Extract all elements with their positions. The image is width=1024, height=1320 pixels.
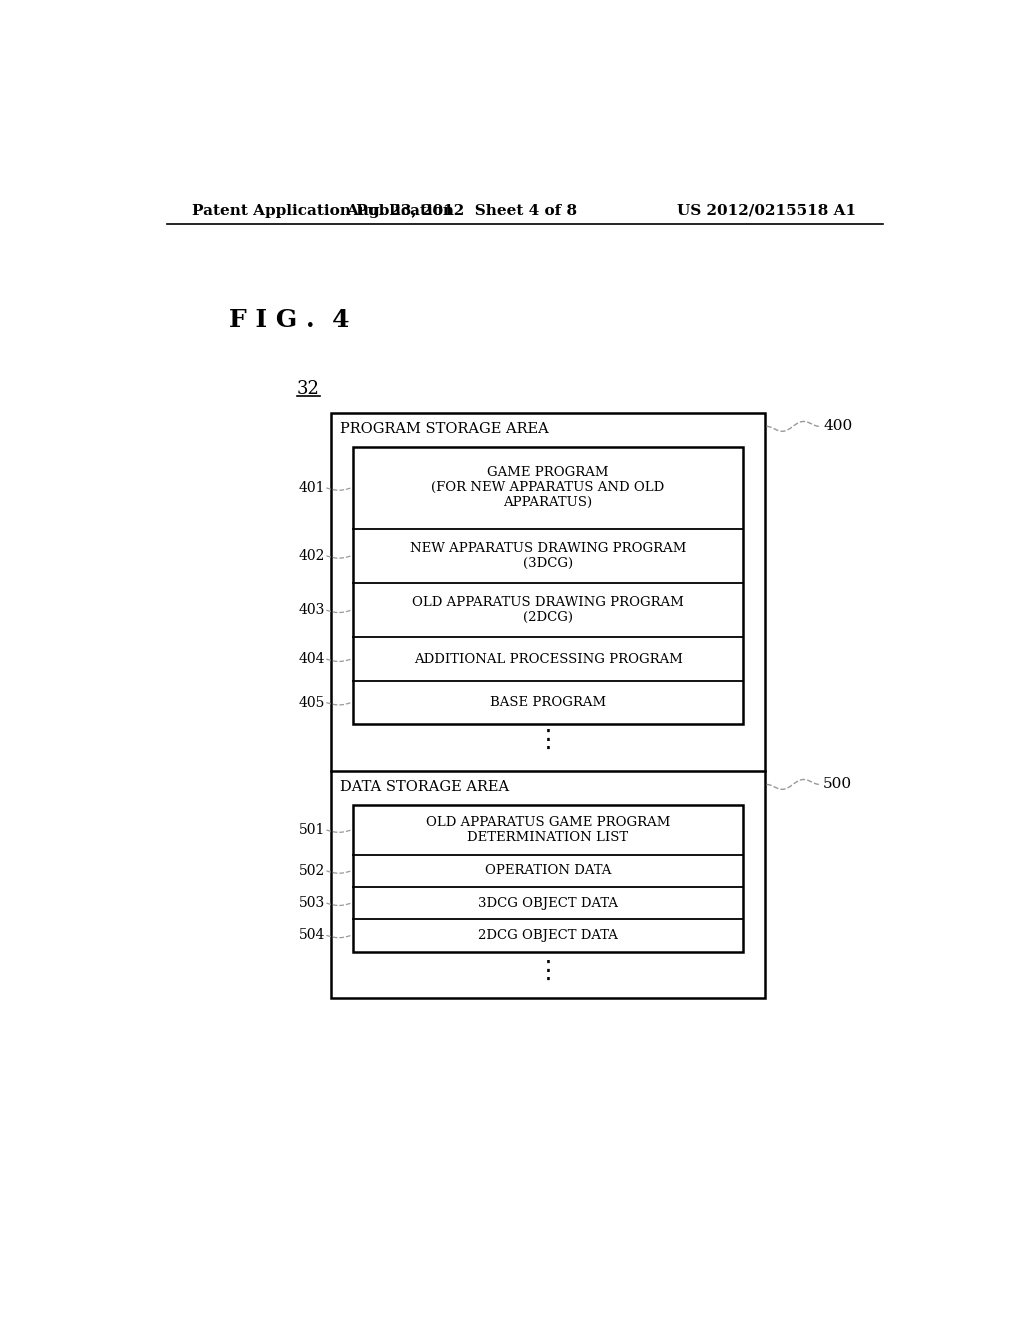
Text: 3DCG OBJECT DATA: 3DCG OBJECT DATA <box>478 896 618 909</box>
Text: 2DCG OBJECT DATA: 2DCG OBJECT DATA <box>478 929 618 942</box>
Text: PROGRAM STORAGE AREA: PROGRAM STORAGE AREA <box>340 422 549 437</box>
Text: GAME PROGRAM
(FOR NEW APPARATUS AND OLD
APPARATUS): GAME PROGRAM (FOR NEW APPARATUS AND OLD … <box>431 466 665 510</box>
Bar <box>331 412 765 998</box>
Bar <box>352 805 743 952</box>
Text: 500: 500 <box>823 777 852 792</box>
Text: 502: 502 <box>299 863 325 878</box>
Text: 400: 400 <box>823 420 852 433</box>
Text: 32: 32 <box>296 380 319 399</box>
Text: 504: 504 <box>298 928 325 942</box>
Text: DATA STORAGE AREA: DATA STORAGE AREA <box>340 780 510 795</box>
Text: NEW APPARATUS DRAWING PROGRAM
(3DCG): NEW APPARATUS DRAWING PROGRAM (3DCG) <box>410 541 686 570</box>
Text: OLD APPARATUS GAME PROGRAM
DETERMINATION LIST: OLD APPARATUS GAME PROGRAM DETERMINATION… <box>426 816 671 843</box>
Text: 501: 501 <box>298 822 325 837</box>
Text: F I G .  4: F I G . 4 <box>228 308 349 333</box>
Bar <box>352 447 743 725</box>
Text: OPERATION DATA: OPERATION DATA <box>484 865 611 878</box>
Text: 401: 401 <box>298 480 325 495</box>
Text: 405: 405 <box>298 696 325 710</box>
Text: Patent Application Publication: Patent Application Publication <box>191 203 454 218</box>
Text: ADDITIONAL PROCESSING PROGRAM: ADDITIONAL PROCESSING PROGRAM <box>414 652 682 665</box>
Text: ⋮: ⋮ <box>536 727 560 752</box>
Text: US 2012/0215518 A1: US 2012/0215518 A1 <box>677 203 856 218</box>
Text: 503: 503 <box>299 896 325 911</box>
Text: 402: 402 <box>298 549 325 562</box>
Text: 404: 404 <box>298 652 325 667</box>
Text: BASE PROGRAM: BASE PROGRAM <box>490 696 606 709</box>
Text: OLD APPARATUS DRAWING PROGRAM
(2DCG): OLD APPARATUS DRAWING PROGRAM (2DCG) <box>412 597 684 624</box>
Text: 403: 403 <box>298 603 325 618</box>
Text: ⋮: ⋮ <box>536 958 560 983</box>
Text: Aug. 23, 2012  Sheet 4 of 8: Aug. 23, 2012 Sheet 4 of 8 <box>346 203 577 218</box>
